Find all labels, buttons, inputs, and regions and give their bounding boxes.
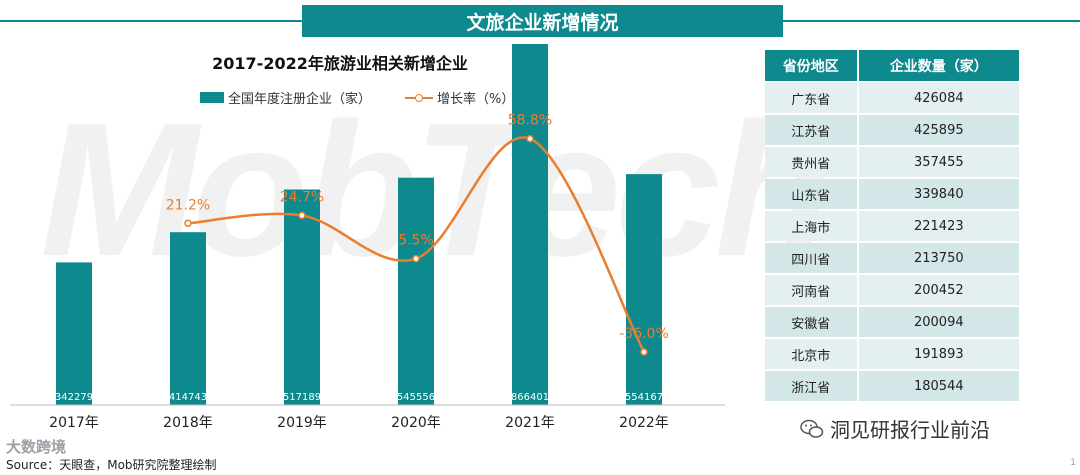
table-row: 北京市 191893: [765, 339, 1019, 369]
x-tick-5: 2022年: [619, 415, 669, 431]
source-note: Source：天眼查，Mob研究院整理绘制: [6, 458, 217, 472]
table-cell-region: 四川省: [765, 243, 857, 273]
table-cell-region: 河南省: [765, 275, 857, 305]
table-row: 广东省 426084: [765, 83, 1019, 113]
bar-3: [398, 177, 434, 405]
x-tick-4: 2021年: [505, 415, 555, 431]
chart-area: 342279 2017年 414743 2018年 517189 2019年 545556 2…: [10, 43, 725, 431]
table-cell-count: 221423: [858, 211, 1019, 241]
legend-bar-swatch: [200, 92, 224, 103]
table-cell-count: 357455: [858, 147, 1019, 177]
x-tick-2: 2019年: [277, 415, 327, 431]
wechat-label: 洞见研报行业前沿: [830, 418, 990, 442]
table-cell-region: 山东省: [765, 179, 857, 209]
growth-label-2: 24.7%: [280, 189, 324, 205]
growth-rate-line: [187, 136, 646, 353]
table-header-region: 省份地区: [765, 50, 857, 81]
table-cell-count: 200094: [858, 307, 1019, 337]
growth-label-5: -36.0%: [619, 326, 669, 342]
bar-2: [284, 189, 320, 405]
table-row: 四川省 213750: [765, 243, 1019, 273]
legend-bar-label: 全国年度注册企业（家）: [228, 92, 372, 107]
table-header-row: 省份地区 企业数量（家）: [765, 50, 1019, 81]
table-row: 安徽省 200094: [765, 307, 1019, 337]
bar-label-2: 517189: [283, 392, 321, 403]
table-row: 浙江省 180544: [765, 371, 1019, 401]
legend-item-line: 增长率（%）: [405, 88, 514, 107]
growth-point-3: [412, 254, 420, 263]
region-table: 省份地区 企业数量（家） 广东省 426084 江苏省 425895 贵州省 3574…: [763, 48, 1021, 403]
table-cell-region: 北京市: [765, 339, 857, 369]
bar-label-5: 554167: [625, 392, 663, 403]
table-cell-count: 339840: [858, 179, 1019, 209]
table-cell-count: 200452: [858, 275, 1019, 305]
growth-label-1: 21.2%: [166, 197, 210, 213]
growth-label-3: 5.5%: [398, 233, 434, 249]
banner-title: 文旅企业新增情况: [302, 5, 783, 37]
table-cell-region: 贵州省: [765, 147, 857, 177]
table-row: 江苏省 425895: [765, 115, 1019, 145]
wechat-account: 洞见研报行业前沿: [800, 414, 990, 443]
table-cell-count: 191893: [858, 339, 1019, 369]
bar-0: [56, 262, 92, 405]
table-cell-region: 浙江省: [765, 371, 857, 401]
x-tick-1: 2018年: [163, 415, 213, 431]
growth-label-4: 58.8%: [508, 113, 552, 129]
page-number: 1: [1070, 458, 1076, 468]
wechat-icon: [800, 419, 824, 438]
legend-line-swatch: [405, 92, 433, 103]
table-row: 贵州省 357455: [765, 147, 1019, 177]
table-row: 山东省 339840: [765, 179, 1019, 209]
chart-title: 2017-2022年旅游业相关新增企业: [212, 54, 468, 73]
bar-4: [512, 43, 548, 406]
table-cell-count: 425895: [858, 115, 1019, 145]
growth-point-1: [184, 219, 192, 228]
growth-point-4: [526, 134, 534, 143]
bar-label-4: 866401: [511, 392, 549, 403]
x-tick-3: 2020年: [391, 415, 441, 431]
bar-label-0: 342279: [55, 392, 93, 403]
table-row: 河南省 200452: [765, 275, 1019, 305]
bar-1: [170, 232, 206, 405]
table-cell-region: 上海市: [765, 211, 857, 241]
brand-logo: 大数跨境: [6, 438, 67, 456]
table-cell-count: 426084: [858, 83, 1019, 113]
table-header-count: 企业数量（家）: [858, 50, 1019, 81]
table-cell-region: 安徽省: [765, 307, 857, 337]
x-tick-0: 2017年: [49, 415, 99, 431]
bar-label-1: 414743: [169, 392, 207, 403]
table-cell-region: 广东省: [765, 83, 857, 113]
table-cell-count: 213750: [858, 243, 1019, 273]
table-cell-region: 江苏省: [765, 115, 857, 145]
bar-label-3: 545556: [397, 392, 435, 403]
bar-5: [626, 174, 662, 405]
legend-item-bar: 全国年度注册企业（家）: [200, 88, 371, 107]
legend-line-label: 增长率（%）: [437, 92, 515, 107]
growth-point-5: [640, 348, 648, 356]
growth-point-2: [298, 211, 306, 220]
table-row: 上海市 221423: [765, 211, 1019, 241]
table-cell-count: 180544: [858, 371, 1019, 401]
